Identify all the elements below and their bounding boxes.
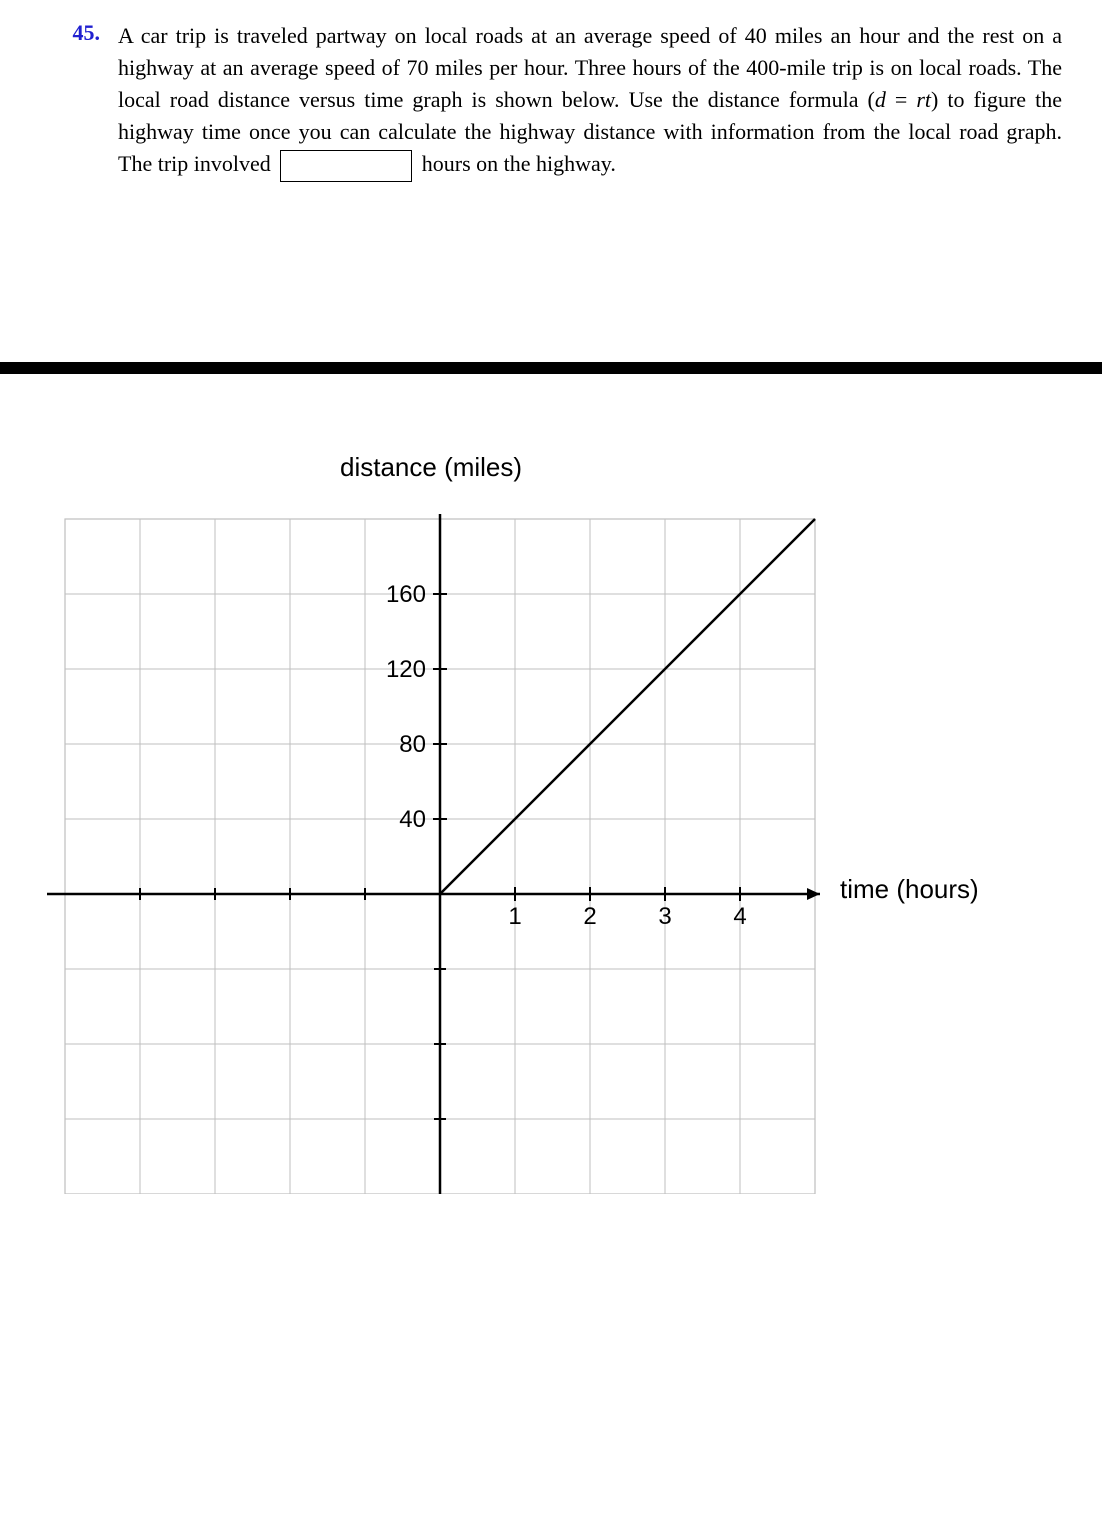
question-number: 45. bbox=[40, 20, 118, 46]
distance-time-graph: 40 80 120 160 1 2 3 4 bbox=[40, 494, 860, 1194]
svg-text:4: 4 bbox=[733, 903, 746, 930]
svg-text:40: 40 bbox=[399, 806, 426, 833]
formula-d: d bbox=[875, 87, 886, 112]
svg-text:160: 160 bbox=[386, 581, 426, 608]
question-part-3: hours on the highway. bbox=[416, 151, 616, 176]
answer-blank[interactable] bbox=[280, 150, 412, 182]
y-axis-title: distance (miles) bbox=[340, 452, 522, 483]
svg-text:1: 1 bbox=[508, 903, 521, 930]
svg-text:120: 120 bbox=[386, 656, 426, 683]
question-text: A car trip is traveled partway on local … bbox=[118, 20, 1062, 182]
svg-text:3: 3 bbox=[658, 903, 671, 930]
graph-container: distance (miles) time (hours) 4080120160… bbox=[40, 494, 1062, 1194]
question-block: 45. A car trip is traveled partway on lo… bbox=[40, 20, 1062, 182]
svg-text:2: 2 bbox=[583, 903, 596, 930]
formula-rt: rt bbox=[916, 87, 931, 112]
section-divider bbox=[0, 362, 1102, 374]
x-axis-title: time (hours) bbox=[840, 874, 979, 905]
svg-text:80: 80 bbox=[399, 731, 426, 758]
formula-eq: = bbox=[886, 87, 916, 112]
